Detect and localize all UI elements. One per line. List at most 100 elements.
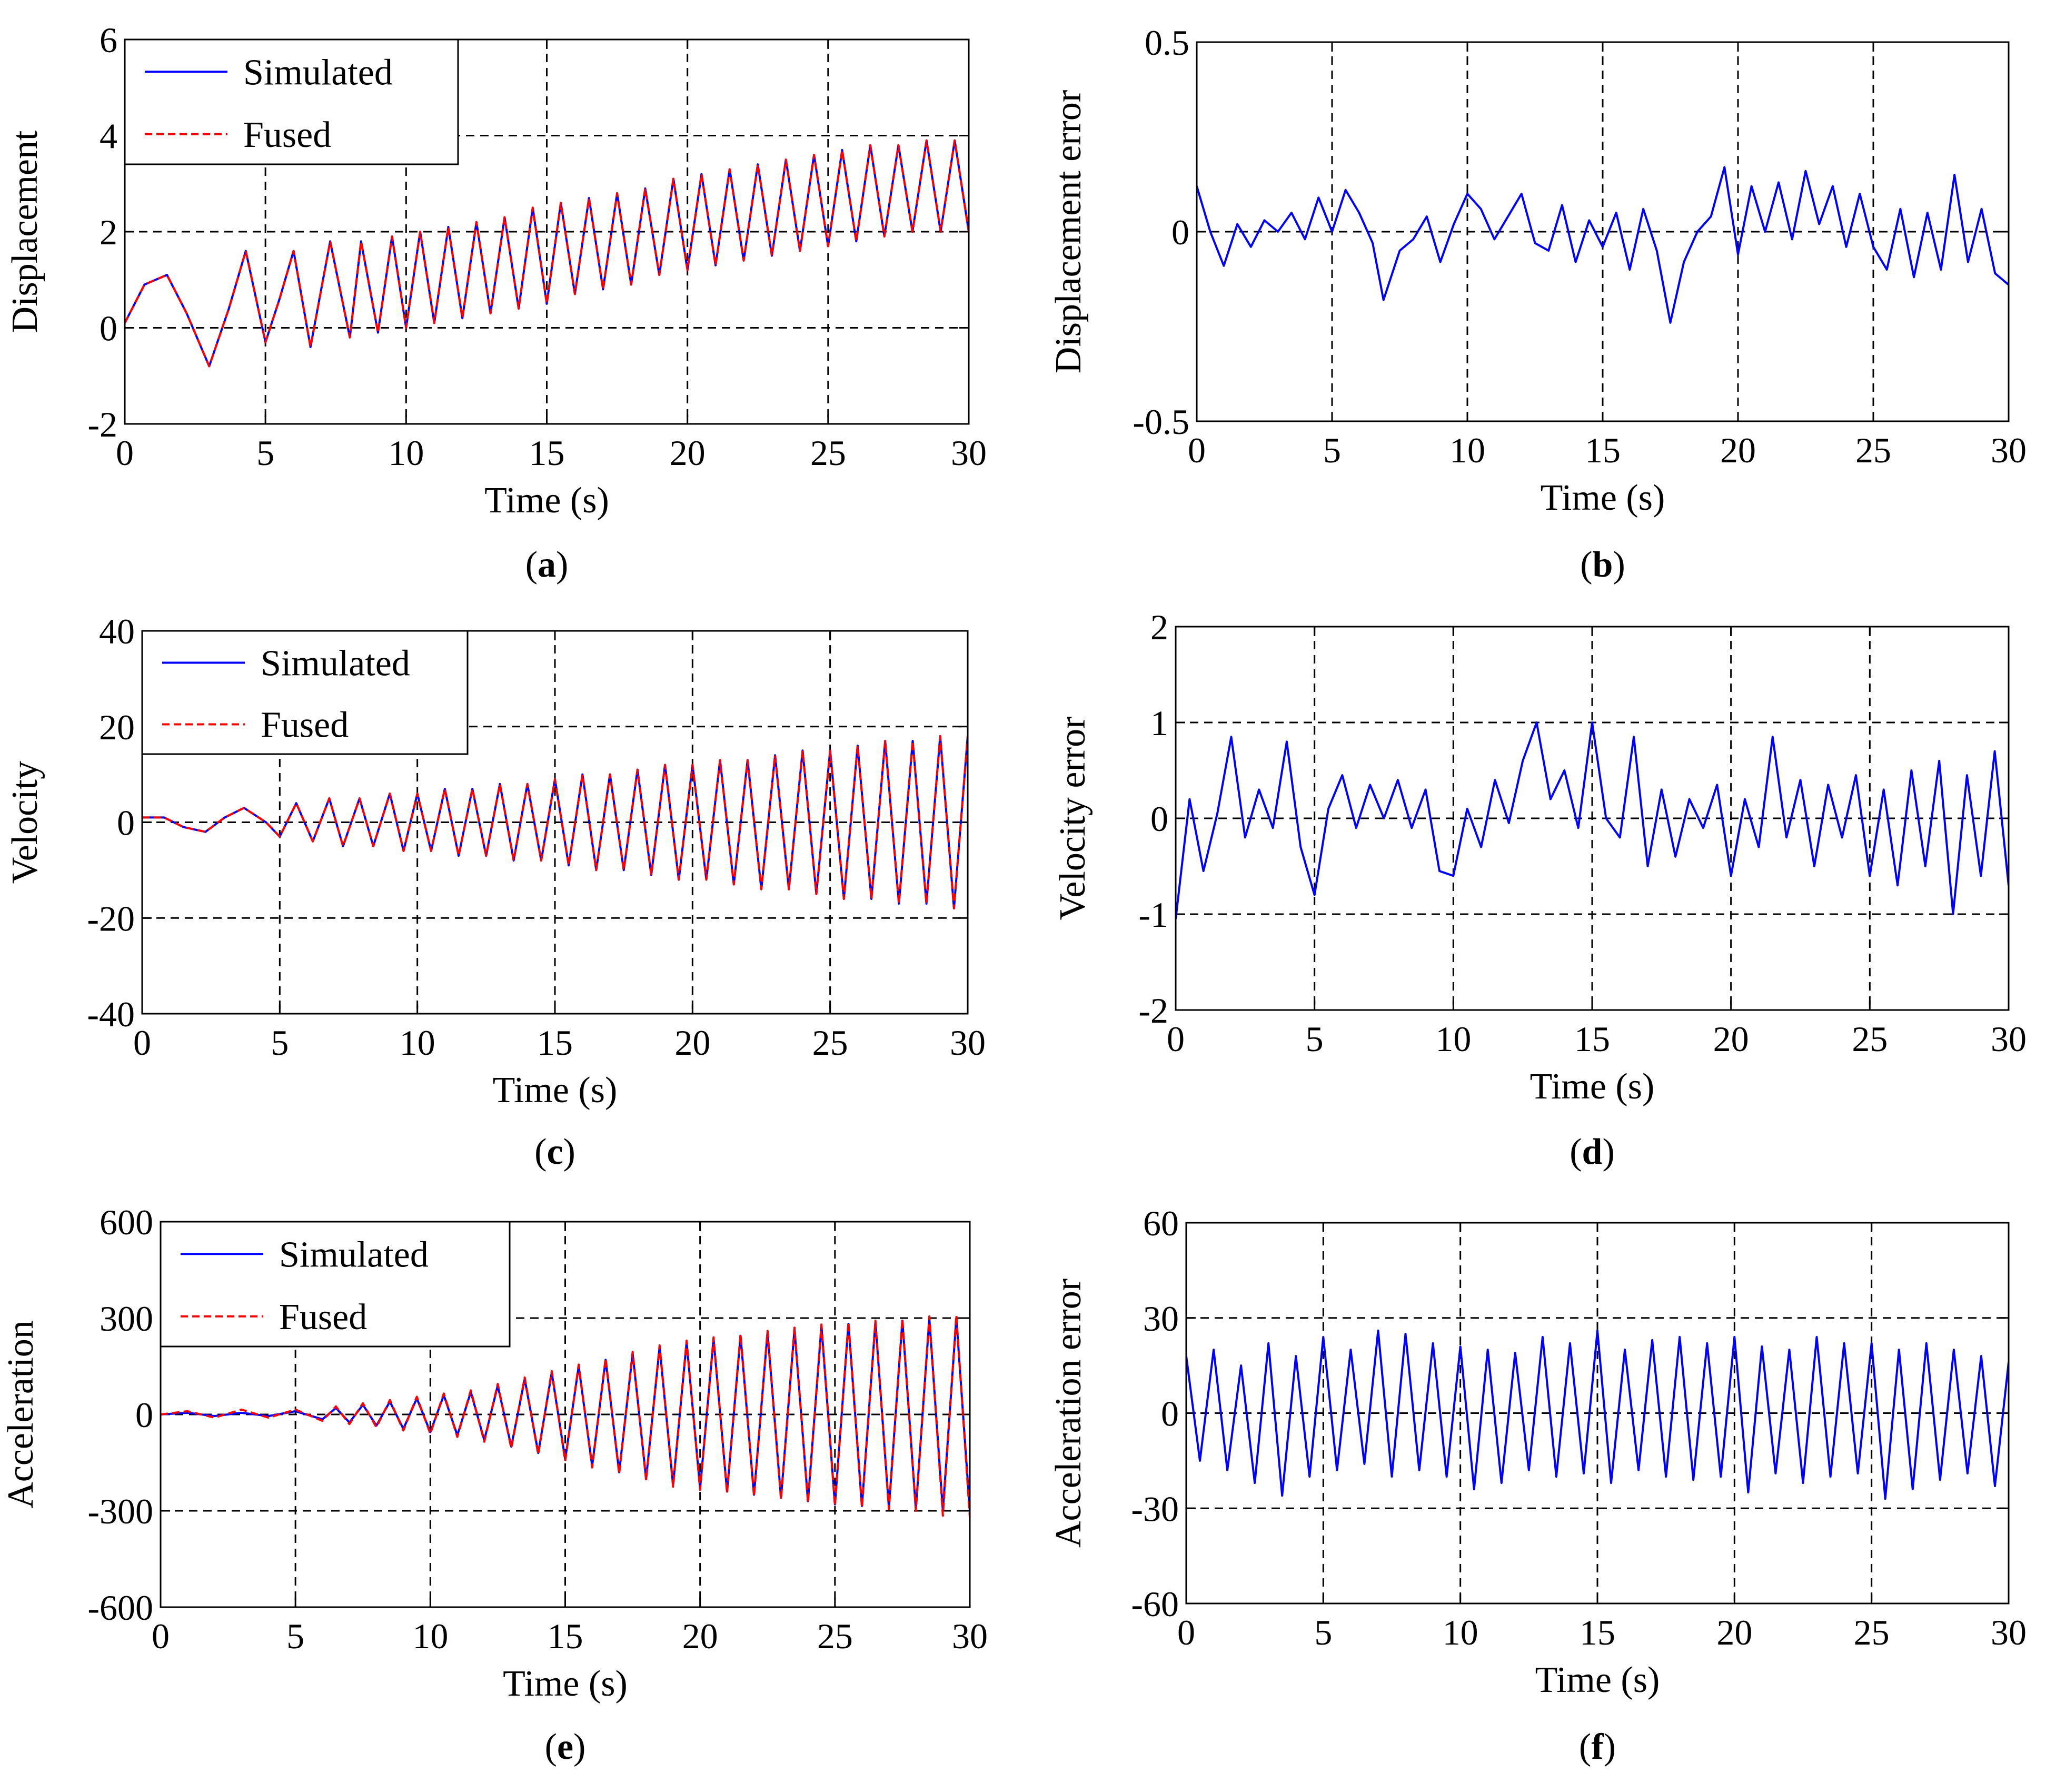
panel-caption-letter: a [538, 544, 556, 585]
x-tick-label: 30 [951, 433, 987, 473]
series-line-fused [125, 139, 969, 368]
y-tick-label: -40 [87, 994, 135, 1034]
y-tick-label: 6 [100, 20, 117, 60]
x-tick-label: 25 [817, 1616, 853, 1656]
y-tick-label: 600 [100, 1202, 153, 1242]
y-tick-label: 0 [117, 803, 135, 843]
x-tick-label: 5 [1314, 1612, 1332, 1652]
y-tick-label: 0 [135, 1395, 153, 1435]
y-tick-label: -2 [1138, 991, 1168, 1031]
y-tick-label: -600 [87, 1588, 153, 1628]
y-tick-label: 40 [99, 611, 135, 651]
panel-caption-letter: d [1582, 1132, 1603, 1172]
panel-caption-letter: c [547, 1132, 563, 1172]
x-tick-label: 25 [810, 433, 846, 473]
y-tick-label: -1 [1138, 895, 1168, 935]
x-tick-label: 5 [1306, 1019, 1324, 1059]
x-tick-label: 30 [950, 1023, 986, 1063]
x-tick-label: 15 [537, 1023, 573, 1063]
chart-panel-f: 0 5 10 15 20 25 30 -60 -30 0 30 60 Time (s) Accelerat… [1048, 1203, 2027, 1767]
plot-border-d [1175, 626, 2010, 1011]
y-tick-label: 60 [1143, 1203, 1179, 1243]
x-tick-label: 15 [1580, 1612, 1615, 1652]
plot-border-a [124, 38, 970, 425]
x-tick-label: 30 [1991, 430, 2027, 470]
series-line-fused [142, 735, 968, 910]
x-tick-label: 0 [1188, 430, 1206, 470]
y-axis-title: Velocity error [1052, 717, 1093, 920]
legend-label-fused: Fused [279, 1297, 367, 1338]
legend-box [141, 630, 469, 755]
plot-border-e [160, 1221, 971, 1608]
y-axis-title: Displacement [5, 130, 45, 333]
y-tick-label: -0.5 [1133, 402, 1189, 442]
x-tick-label: 10 [1449, 430, 1485, 470]
x-tick-label: 5 [271, 1023, 289, 1063]
series-line-displacement-error [1197, 166, 2009, 324]
legend: Simulated Fused [141, 630, 469, 755]
x-tick-label: 30 [1991, 1019, 2027, 1059]
x-tick-label: 15 [1585, 430, 1621, 470]
series-line-fused [161, 1313, 970, 1518]
legend-label-fused: Fused [261, 705, 349, 746]
legend: Simulated Fused [160, 1221, 511, 1348]
panel-caption: (a) [525, 544, 569, 585]
x-tick-label: 0 [152, 1616, 170, 1656]
legend-label-fused: Fused [243, 115, 331, 155]
panel-caption: (c) [534, 1132, 575, 1172]
y-tick-label: 300 [100, 1299, 153, 1339]
plot-border-b [1196, 41, 2010, 422]
x-axis-title: Time (s) [503, 1664, 628, 1704]
x-tick-label: 0 [1167, 1019, 1185, 1059]
y-tick-label: 2 [100, 212, 117, 252]
chart-panel-e: 0 5 10 15 20 25 30 -600 -300 0 300 600 Time (s) Accel… [1, 1202, 988, 1767]
x-tick-label: 10 [400, 1023, 435, 1063]
legend-label-simulated: Simulated [261, 643, 410, 684]
y-tick-label: -2 [87, 404, 117, 444]
y-tick-label: -60 [1131, 1584, 1179, 1624]
y-axis-title: Velocity [5, 761, 45, 884]
x-tick-label: 20 [1716, 1612, 1752, 1652]
y-tick-label: 1 [1150, 703, 1168, 743]
x-axis-title: Time (s) [484, 480, 609, 521]
y-tick-label: 2 [1150, 607, 1168, 647]
x-tick-label: 20 [1713, 1019, 1749, 1059]
legend-label-simulated: Simulated [243, 52, 393, 93]
legend: Simulated Fused [124, 38, 459, 165]
y-axis-title: Acceleration error [1048, 1279, 1089, 1548]
x-tick-label: 15 [1574, 1019, 1610, 1059]
x-tick-label: 30 [952, 1616, 988, 1656]
y-tick-label: 0 [1150, 799, 1168, 839]
x-tick-label: 25 [1852, 1019, 1888, 1059]
plot-border-c [141, 630, 969, 1015]
y-tick-label: -300 [87, 1491, 153, 1531]
x-axis-title: Time (s) [493, 1070, 618, 1111]
x-axis-title: Time (s) [1530, 1066, 1655, 1107]
series-line-acceleration-error [1186, 1329, 2009, 1500]
y-tick-label: 0 [100, 309, 117, 349]
x-tick-label: 5 [286, 1616, 304, 1656]
panel-caption-letter: e [557, 1727, 573, 1767]
legend-label-simulated: Simulated [279, 1234, 429, 1275]
y-tick-label: 30 [1143, 1299, 1179, 1339]
x-tick-label: 10 [1443, 1612, 1478, 1652]
y-tick-label: -30 [1131, 1489, 1179, 1529]
x-tick-label: 25 [1854, 1612, 1890, 1652]
x-tick-label: 5 [1323, 430, 1341, 470]
x-tick-label: 0 [1177, 1612, 1195, 1652]
chart-panel-d: 0 5 10 15 20 25 30 -2 -1 0 1 2 Time (s) Velocity erro… [1052, 607, 2027, 1172]
x-tick-label: 10 [388, 433, 424, 473]
panel-caption: (d) [1570, 1132, 1615, 1172]
x-tick-label: 15 [548, 1616, 583, 1656]
y-tick-label: 0 [1161, 1394, 1179, 1434]
x-axis-title: Time (s) [1541, 478, 1665, 518]
x-tick-label: 20 [1720, 430, 1756, 470]
x-tick-label: 5 [256, 433, 274, 473]
x-tick-label: 30 [1991, 1612, 2027, 1652]
y-tick-label: 20 [99, 707, 135, 747]
y-tick-label: 0.5 [1145, 23, 1189, 63]
x-tick-label: 0 [116, 433, 134, 473]
